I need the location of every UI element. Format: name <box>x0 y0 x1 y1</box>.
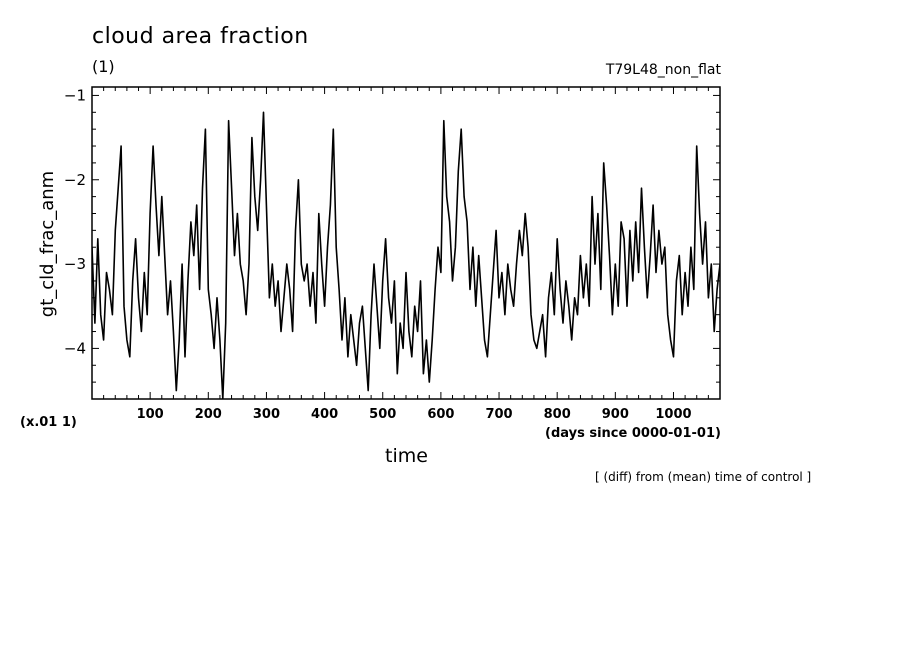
x-tick-label: 600 <box>427 407 454 422</box>
x-tick-label: 900 <box>602 407 629 422</box>
x-axis-label: time <box>385 445 428 467</box>
chart-title: cloud area fraction <box>92 24 309 49</box>
y-tick-label: −4 <box>64 339 86 357</box>
y-tick-label: −1 <box>64 86 86 104</box>
x-tick-label: 400 <box>311 407 338 422</box>
x-tick-label: 1000 <box>655 407 691 422</box>
y-scale-note: (x.01 1) <box>20 415 77 430</box>
x-tick-label: 800 <box>544 407 571 422</box>
run-name-label: T79L48_non_flat <box>605 62 721 78</box>
y-tick-label: −3 <box>64 255 86 273</box>
plot-frame <box>91 86 721 400</box>
footer-note: [ (diff) from (mean) time of control ] <box>595 470 812 484</box>
y-tick-label: −2 <box>64 171 86 189</box>
x-tick-label: 700 <box>485 407 512 422</box>
x-tick-label: 200 <box>195 407 222 422</box>
x-tick-label: 500 <box>369 407 396 422</box>
series-line-1 <box>92 111 720 399</box>
unit-label: (1) <box>92 57 115 76</box>
x-axis-units: (days since 0000-01-01) <box>545 426 721 441</box>
x-tick-label: 300 <box>253 407 280 422</box>
x-tick-label: 100 <box>137 407 164 422</box>
